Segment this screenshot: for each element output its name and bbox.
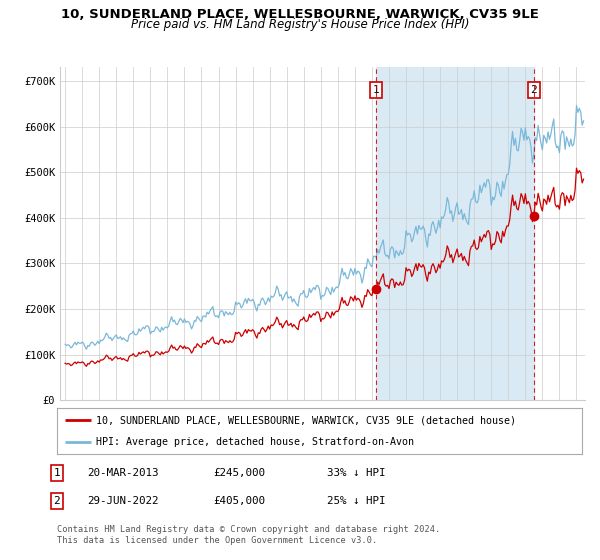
Text: 1: 1 (53, 468, 61, 478)
Text: Contains HM Land Registry data © Crown copyright and database right 2024.
This d: Contains HM Land Registry data © Crown c… (57, 525, 440, 545)
Text: 10, SUNDERLAND PLACE, WELLESBOURNE, WARWICK, CV35 9LE (detached house): 10, SUNDERLAND PLACE, WELLESBOURNE, WARW… (97, 415, 517, 425)
Text: HPI: Average price, detached house, Stratford-on-Avon: HPI: Average price, detached house, Stra… (97, 437, 415, 447)
Text: 20-MAR-2013: 20-MAR-2013 (87, 468, 158, 478)
Text: 33% ↓ HPI: 33% ↓ HPI (327, 468, 386, 478)
Text: 2: 2 (530, 85, 537, 95)
Bar (376, 67, 534, 400)
Text: 25% ↓ HPI: 25% ↓ HPI (327, 496, 386, 506)
Text: Price paid vs. HM Land Registry's House Price Index (HPI): Price paid vs. HM Land Registry's House … (131, 18, 469, 31)
Text: 1: 1 (373, 85, 379, 95)
Text: 2: 2 (53, 496, 61, 506)
Text: 10, SUNDERLAND PLACE, WELLESBOURNE, WARWICK, CV35 9LE: 10, SUNDERLAND PLACE, WELLESBOURNE, WARW… (61, 8, 539, 21)
Text: £405,000: £405,000 (213, 496, 265, 506)
Text: £245,000: £245,000 (213, 468, 265, 478)
Text: 29-JUN-2022: 29-JUN-2022 (87, 496, 158, 506)
